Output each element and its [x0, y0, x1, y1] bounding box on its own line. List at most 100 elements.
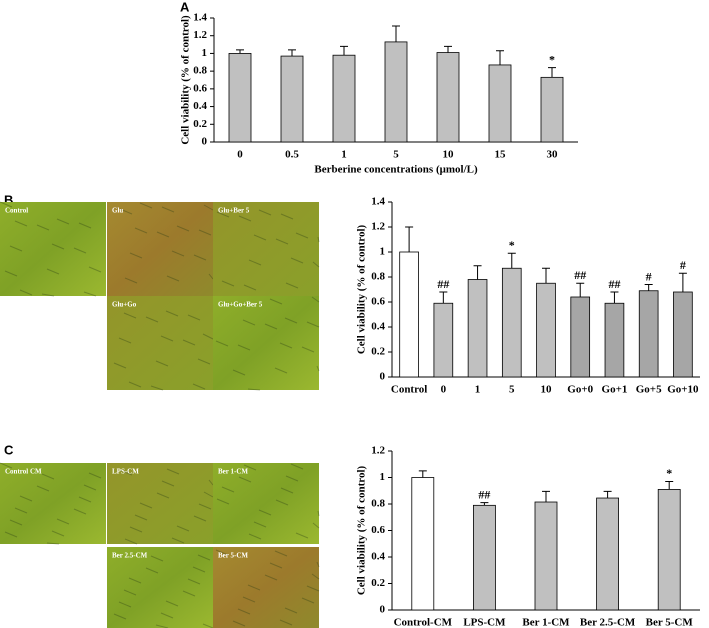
cell	[243, 464, 257, 471]
image-label: Ber 1-CM	[218, 468, 248, 476]
error-bar	[507, 252, 516, 269]
bar	[596, 497, 619, 611]
bar	[436, 52, 460, 143]
cell	[258, 209, 272, 216]
cell	[221, 486, 235, 493]
bar	[570, 296, 591, 378]
cell	[216, 211, 230, 218]
bar	[411, 477, 435, 611]
significance: #	[680, 258, 686, 272]
cell	[14, 220, 28, 227]
cell	[295, 532, 309, 539]
error-bar	[542, 490, 550, 503]
cell	[118, 337, 132, 344]
significance: *	[666, 466, 672, 480]
error-bar	[340, 45, 348, 56]
cell	[160, 335, 174, 342]
cell	[202, 333, 214, 340]
cell	[36, 485, 50, 492]
x-tick-label: Ber 5-CM	[646, 617, 694, 628]
cell	[161, 480, 175, 487]
y-tick-label: 1.2	[371, 221, 385, 233]
cell	[193, 515, 207, 522]
bar	[280, 55, 304, 143]
cell	[113, 362, 127, 369]
error-bar	[444, 45, 452, 53]
cell	[216, 498, 230, 505]
bar	[467, 279, 488, 378]
y-tick-label: 0	[380, 604, 386, 616]
cell	[176, 225, 190, 232]
micrograph	[213, 547, 319, 628]
bar	[540, 76, 564, 143]
y-tick-label: 1.4	[193, 12, 207, 24]
bar	[228, 53, 252, 143]
x-tick-label: 0.5	[285, 149, 299, 161]
y-tick-label: 0.4	[371, 321, 385, 333]
cell	[275, 499, 289, 506]
cell	[166, 468, 180, 475]
cell	[41, 473, 55, 480]
cell	[197, 358, 211, 365]
cell	[198, 503, 212, 510]
micrograph	[0, 463, 106, 544]
cell	[119, 469, 133, 476]
image-label: Glu+Go	[112, 301, 137, 309]
y-tick-label: 0.2	[371, 577, 385, 589]
cell	[88, 266, 102, 273]
image-label: Glu	[112, 207, 123, 215]
cell	[46, 542, 60, 545]
cell	[237, 608, 251, 615]
micrograph	[107, 547, 213, 628]
bar	[433, 302, 454, 378]
significance: ##	[437, 277, 449, 291]
cell	[161, 206, 175, 213]
x-tick-label: 10	[541, 384, 553, 396]
x-tick-label: 0	[441, 384, 447, 396]
cell	[160, 612, 174, 619]
cell	[238, 215, 252, 222]
error-bar	[439, 291, 448, 304]
cell	[203, 491, 214, 498]
cell	[129, 526, 143, 533]
x-tick-label: 15	[495, 149, 507, 161]
y-tick-label: 0.6	[371, 524, 385, 536]
cell	[274, 367, 288, 374]
x-tick-label: Ber 2.5-CM	[580, 617, 636, 628]
y-tick-label: 0	[202, 136, 208, 148]
cell	[123, 589, 137, 596]
cell	[88, 472, 102, 479]
cell	[139, 202, 153, 209]
cell	[73, 247, 87, 254]
bar	[472, 504, 496, 611]
y-axis-label: Cell viability (% of control)	[180, 15, 192, 145]
cell	[165, 600, 179, 607]
cell	[83, 291, 97, 297]
cell	[19, 289, 33, 296]
cell	[317, 236, 320, 243]
error-bar	[576, 282, 585, 297]
y-tick-label: 1	[202, 47, 208, 59]
micrograph	[107, 202, 213, 296]
cell	[128, 381, 142, 388]
image-label: Glu+Ber 5	[218, 207, 250, 215]
y-tick-label: 1.4	[371, 196, 385, 208]
cell	[193, 254, 207, 261]
cell	[253, 521, 267, 528]
y-tick-label: 0.6	[371, 296, 385, 308]
cell	[139, 502, 153, 509]
significance: ##	[608, 277, 620, 291]
x-tick-label: Go+10	[667, 384, 699, 396]
cell	[264, 323, 278, 330]
x-tick-label: 30	[547, 149, 559, 161]
x-tick-label: 5	[393, 149, 399, 161]
cell	[129, 252, 143, 259]
y-tick-label: 0.4	[371, 551, 385, 563]
error-bar	[644, 284, 653, 291]
x-tick-label: 10	[443, 149, 455, 161]
cell	[242, 319, 256, 326]
cell	[9, 519, 23, 526]
cell	[119, 208, 133, 215]
